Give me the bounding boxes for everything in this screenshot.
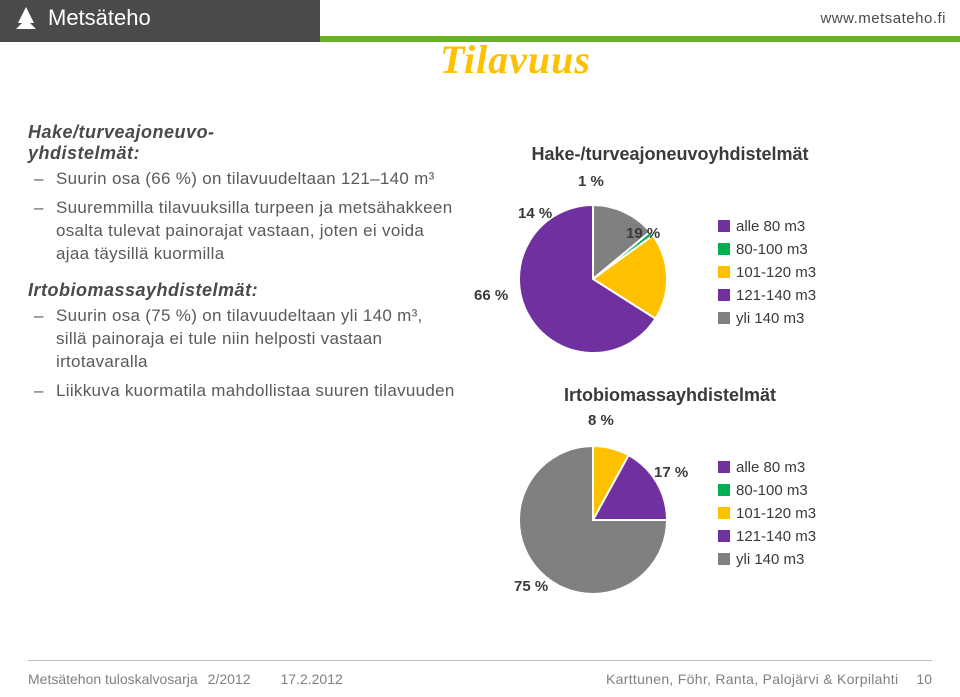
legend-swatch (718, 266, 730, 278)
pie-slice-label: 1 % (578, 173, 604, 190)
chart1-block: Hake-/turveajoneuvoyhdistelmät 14 %1 %19… (478, 144, 932, 377)
legend-label: 121-140 m3 (736, 287, 816, 304)
pie-slice-label: 17 % (654, 464, 688, 481)
legend-swatch (718, 530, 730, 542)
chart1-title: Hake-/turveajoneuvoyhdistelmät (408, 144, 932, 165)
bullet-item: Liikkuva kuormatila mahdollistaa suuren … (56, 380, 458, 403)
legend-swatch (718, 484, 730, 496)
legend-swatch (718, 243, 730, 255)
left-column: Hake/turveajoneuvo- yhdistelmät: Suurin … (28, 122, 458, 668)
legend-item: 80-100 m3 (718, 241, 816, 258)
legend-item: 101-120 m3 (718, 505, 816, 522)
legend-item: 101-120 m3 (718, 264, 816, 281)
top-bar: Metsäteho www.metsateho.fi (0, 0, 960, 36)
chart2-block: Irtobiomassayhdistelmät 8 %17 %75 % alle… (478, 385, 932, 618)
legend-swatch (718, 461, 730, 473)
footer-authors: Karttunen, Föhr, Ranta, Palojärvi & Korp… (606, 671, 898, 687)
pie-slice-label: 19 % (626, 225, 660, 242)
bullet-item: Suurin osa (66 %) on tilavuudeltaan 121–… (56, 168, 458, 191)
group2-bullets: Suurin osa (75 %) on tilavuudeltaan yli … (28, 305, 458, 403)
chart2-pie: 8 % 17 % 75 % (478, 408, 708, 618)
legend-label: yli 140 m3 (736, 551, 804, 568)
legend-item: yli 140 m3 (718, 551, 816, 568)
legend-swatch (718, 553, 730, 565)
legend-item: 121-140 m3 (718, 528, 816, 545)
pie-slice-label: 8 % (588, 412, 614, 429)
legend-item: 121-140 m3 (718, 287, 816, 304)
brand-name: Metsäteho (48, 5, 151, 31)
pie-slice-label: 14 % (518, 205, 552, 222)
pie-slice-label: 75 % (514, 578, 548, 595)
legend-label: 80-100 m3 (736, 241, 808, 258)
chart1-pie: 14 %1 %19 %66 % (478, 167, 708, 377)
brand-section: Metsäteho (0, 0, 320, 36)
footer-issue: 2/2012 (208, 671, 251, 687)
footer: Metsätehon tuloskalvosarja 2/2012 17.2.2… (28, 671, 932, 687)
footer-page: 10 (916, 671, 932, 687)
topbar-spacer (320, 0, 820, 36)
legend-item: yli 140 m3 (718, 310, 816, 327)
footer-date: 17.2.2012 (280, 671, 342, 687)
content-area: Hake/turveajoneuvo- yhdistelmät: Suurin … (0, 42, 960, 618)
group1-heading: Hake/turveajoneuvo- yhdistelmät: (28, 122, 458, 164)
legend-label: alle 80 m3 (736, 459, 805, 476)
legend-item: alle 80 m3 (718, 218, 816, 235)
legend-swatch (718, 507, 730, 519)
tree-logo-icon (12, 5, 40, 31)
group2-heading: Irtobiomassayhdistelmät: (28, 280, 458, 301)
legend-label: yli 140 m3 (736, 310, 804, 327)
legend-label: 80-100 m3 (736, 482, 808, 499)
group1-bullets: Suurin osa (66 %) on tilavuudeltaan 121–… (28, 168, 458, 266)
bullet-item: Suurin osa (75 %) on tilavuudeltaan yli … (56, 305, 458, 374)
chart2-legend: alle 80 m3 80-100 m3 101-120 m3 121-140 m3 y… (718, 459, 816, 568)
pie-slice-label: 66 % (474, 287, 508, 304)
legend-swatch (718, 289, 730, 301)
chart2-title: Irtobiomassayhdistelmät (408, 385, 932, 406)
site-url: www.metsateho.fi (820, 0, 960, 36)
legend-item: 80-100 m3 (718, 482, 816, 499)
legend-item: alle 80 m3 (718, 459, 816, 476)
legend-label: 101-120 m3 (736, 505, 816, 522)
right-column: Hake-/turveajoneuvoyhdistelmät 14 %1 %19… (478, 72, 932, 618)
legend-swatch (718, 220, 730, 232)
footer-series: Metsätehon tuloskalvosarja (28, 671, 198, 687)
legend-swatch (718, 312, 730, 324)
chart1-legend: alle 80 m3 80-100 m3 101-120 m3 121-140 m3 y… (718, 218, 816, 327)
legend-label: alle 80 m3 (736, 218, 805, 235)
legend-label: 101-120 m3 (736, 264, 816, 281)
footer-divider (28, 660, 932, 661)
legend-label: 121-140 m3 (736, 528, 816, 545)
bullet-item: Suuremmilla tilavuuksilla turpeen ja met… (56, 197, 458, 266)
